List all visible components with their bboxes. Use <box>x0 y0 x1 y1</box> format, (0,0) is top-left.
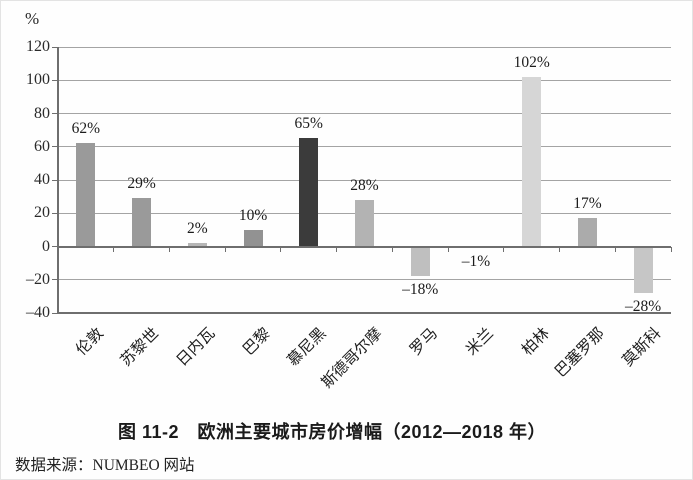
y-axis-tick <box>52 46 58 48</box>
y-axis-tick <box>52 212 58 214</box>
bar-value-label: –28% <box>625 298 662 316</box>
x-axis-tick <box>168 246 170 252</box>
gridline <box>58 146 671 148</box>
x-axis-tick <box>391 246 393 252</box>
x-axis-tick <box>503 246 505 252</box>
x-axis-tick <box>670 246 672 252</box>
category-label: 莫斯科 <box>619 324 664 370</box>
bar-value-label: 28% <box>350 176 379 194</box>
bar <box>633 246 653 294</box>
gridline <box>58 179 671 181</box>
category-label: 苏黎世 <box>117 324 163 370</box>
x-axis-tick <box>113 246 115 252</box>
y-axis-unit-label: % <box>25 9 40 28</box>
bar <box>187 243 207 247</box>
bar-value-label: 2% <box>186 220 208 238</box>
y-tick-label: 40 <box>34 171 50 188</box>
bar <box>522 76 542 247</box>
x-axis-tick <box>57 246 59 252</box>
bar-value-label: 102% <box>513 53 550 71</box>
bar <box>299 138 319 247</box>
bar-value-label: 17% <box>573 195 602 213</box>
bar-value-label: 65% <box>294 115 323 133</box>
bar <box>410 246 430 277</box>
bar-value-label: 29% <box>127 175 156 193</box>
category-label: 米兰 <box>462 324 497 359</box>
x-axis-tick <box>224 246 226 252</box>
x-axis-tick <box>614 246 616 252</box>
y-tick-label: 100 <box>26 71 50 89</box>
y-tick-label: 60 <box>34 137 50 155</box>
y-axis-tick <box>52 279 58 281</box>
bar <box>243 229 263 247</box>
bar <box>132 198 152 247</box>
y-tick-label: 80 <box>34 104 50 122</box>
gridline <box>58 279 671 281</box>
bar-value-label: –1% <box>461 253 491 271</box>
y-axis-tick <box>52 179 58 181</box>
y-tick-label: –20 <box>26 270 50 288</box>
figure-caption: 图 11-2 欧洲主要城市房价增幅（2012—2018 年） <box>117 422 547 442</box>
y-axis-tick <box>52 312 58 314</box>
category-label: 巴黎 <box>239 324 274 359</box>
gridline <box>58 113 671 114</box>
category-label: 巴塞罗那 <box>552 324 609 381</box>
gridline <box>58 312 671 314</box>
x-axis-tick <box>447 246 449 252</box>
y-axis-tick <box>52 79 58 81</box>
gridline <box>58 46 671 48</box>
category-label: 伦敦 <box>72 324 107 359</box>
category-label: 日内瓦 <box>173 324 219 370</box>
y-tick-label: 120 <box>26 38 50 55</box>
x-axis-tick <box>280 246 282 252</box>
y-tick-label: 20 <box>34 204 50 222</box>
category-label: 罗马 <box>407 324 442 359</box>
category-label: 慕尼黑 <box>284 324 330 370</box>
gridline <box>58 79 671 81</box>
zero-axis-line <box>58 245 671 248</box>
y-axis-tick <box>52 146 58 148</box>
x-axis-tick <box>336 246 338 252</box>
y-axis-tick <box>52 113 58 114</box>
data-source-note: 数据来源：NUMBEO 网站 <box>15 457 195 474</box>
x-axis-tick <box>559 246 561 252</box>
bar <box>355 199 374 247</box>
bar-value-label: –18% <box>402 281 439 299</box>
bar-value-label: 10% <box>238 206 268 224</box>
y-tick-label: 0 <box>42 237 50 255</box>
bar <box>76 143 96 247</box>
y-axis-line <box>57 47 59 314</box>
category-label: 柏林 <box>518 324 553 359</box>
bar <box>577 218 597 247</box>
bar-value-label: 62% <box>71 120 101 138</box>
y-tick-label: –40 <box>26 304 50 321</box>
y-axis-tick <box>52 246 58 247</box>
